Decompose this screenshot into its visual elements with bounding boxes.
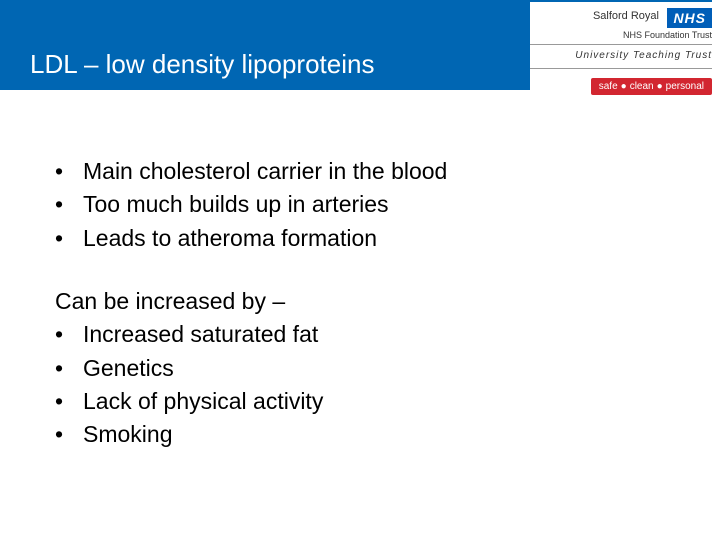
list-item: • Genetics (55, 352, 680, 385)
branding-divider-2 (530, 68, 712, 69)
values-badge: safe●clean●personal (591, 78, 712, 95)
badge-item: safe (599, 81, 618, 92)
bullet-text: Leads to atheroma formation (83, 222, 377, 255)
bullet-text: Genetics (83, 352, 174, 385)
org-subtitle: NHS Foundation Trust (593, 30, 712, 40)
bullet-text: Increased saturated fat (83, 318, 318, 351)
list-item: • Smoking (55, 418, 680, 451)
bullet-group-2: • Increased saturated fat • Genetics • L… (55, 318, 680, 451)
list-item: • Lack of physical activity (55, 385, 680, 418)
dot-icon: ● (657, 81, 663, 92)
badge-item: personal (666, 81, 704, 92)
dot-icon: ● (621, 81, 627, 92)
bullet-group-1: • Main cholesterol carrier in the blood … (55, 155, 680, 255)
branding-area: Salford Royal NHS NHS Foundation Trust U… (530, 0, 720, 110)
list-item: • Leads to atheroma formation (55, 222, 680, 255)
branding-top-rule (530, 0, 712, 2)
slide-title: LDL – low density lipoproteins (30, 49, 374, 80)
bullet-text: Lack of physical activity (83, 385, 323, 418)
bullet-icon: • (55, 188, 83, 221)
bullet-icon: • (55, 418, 83, 451)
org-name: Salford Royal (593, 10, 659, 22)
nhs-block: Salford Royal NHS NHS Foundation Trust (593, 8, 712, 40)
bullet-icon: • (55, 385, 83, 418)
bullet-icon: • (55, 222, 83, 255)
section-heading: Can be increased by – (55, 285, 680, 318)
bullet-icon: • (55, 318, 83, 351)
branding-divider-1 (530, 44, 712, 45)
badge-item: clean (630, 81, 654, 92)
bullet-icon: • (55, 155, 83, 188)
bullet-text: Too much builds up in arteries (83, 188, 389, 221)
slide-content: • Main cholesterol carrier in the blood … (55, 155, 680, 482)
list-item: • Main cholesterol carrier in the blood (55, 155, 680, 188)
branding-tagline: University Teaching Trust (575, 50, 712, 61)
bullet-text: Main cholesterol carrier in the blood (83, 155, 447, 188)
list-item: • Too much builds up in arteries (55, 188, 680, 221)
title-bar: LDL – low density lipoproteins (0, 0, 530, 90)
bullet-text: Smoking (83, 418, 172, 451)
bullet-icon: • (55, 352, 83, 385)
nhs-logo-icon: NHS (667, 8, 712, 28)
list-item: • Increased saturated fat (55, 318, 680, 351)
